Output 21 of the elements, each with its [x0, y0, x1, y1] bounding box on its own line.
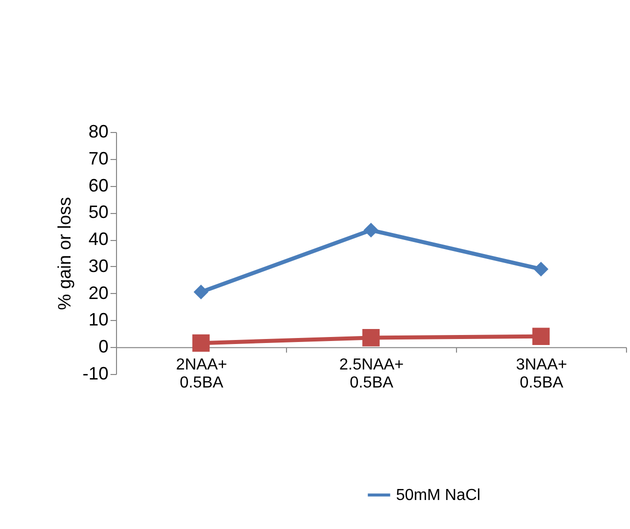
x-tick-label: 2.5NAA+ 0.5BA — [339, 356, 404, 392]
y-tick-label: 70 — [88, 148, 108, 168]
x-tick-label: 2NAA+ 0.5BA — [176, 356, 228, 392]
y-tick-label: 10 — [88, 310, 108, 330]
point — [194, 284, 208, 300]
y-tick-label: 50 — [88, 202, 108, 222]
y-tick-label: 80 — [88, 122, 108, 142]
point — [534, 262, 548, 277]
point — [192, 334, 210, 352]
y-tick-label: 40 — [88, 229, 108, 250]
y-tick-label: 60 — [88, 175, 108, 196]
x-tick-label: 3NAA+ 0.5BA — [516, 356, 568, 392]
y-axis-title: % gain or loss — [54, 196, 74, 310]
y-tick-label: 20 — [88, 282, 108, 303]
legend-label: 50mM NaCl — [396, 487, 480, 504]
y-tick-label: -10 — [82, 364, 108, 384]
y-tick-label: 0 — [98, 336, 108, 357]
point — [362, 329, 380, 346]
point — [532, 328, 550, 346]
point — [364, 222, 378, 238]
y-tick-label: 30 — [88, 256, 108, 276]
